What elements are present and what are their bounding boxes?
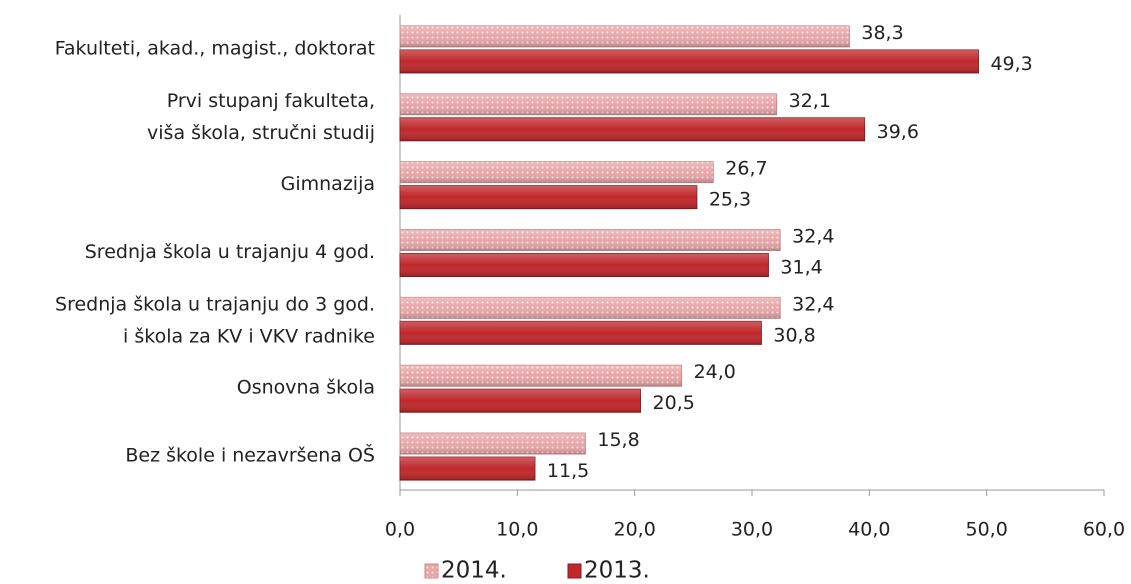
legend-swatch — [567, 563, 582, 579]
bar-shade — [400, 93, 777, 115]
legend-label: 2013. — [584, 558, 650, 584]
value-label: 38,3 — [861, 22, 903, 44]
category-label: Srednja škola u trajanju 4 god. — [85, 241, 375, 263]
category-label-line: viša škola, stručni studij — [147, 121, 375, 143]
value-label: 39,6 — [877, 121, 919, 143]
bar-shade — [400, 161, 714, 183]
value-label: 15,8 — [597, 429, 639, 451]
value-label: 20,5 — [653, 392, 695, 414]
category-label: Osnovna škola — [237, 377, 375, 399]
legend-label: 2014. — [441, 558, 507, 584]
category-label: Prvi stupanj fakulteta, viša škola, struč… — [147, 89, 375, 143]
bar-shade — [400, 321, 762, 345]
legend-swatch — [424, 563, 439, 579]
category-label: Fakulteti, akad., magist., doktorat — [55, 37, 375, 59]
x-tick-label: 20,0 — [614, 519, 656, 541]
bar-shade — [400, 297, 781, 319]
bar-shade — [400, 229, 781, 251]
x-tick-label: 50,0 — [966, 519, 1008, 541]
x-tick-label: 40,0 — [848, 519, 890, 541]
value-label: 49,3 — [990, 53, 1032, 75]
x-tick-label: 60,0 — [1083, 519, 1125, 541]
bar-shade — [400, 49, 979, 73]
value-label: 32,4 — [792, 226, 834, 248]
category-label: Srednja škola u trajanju do 3 god. i škol… — [55, 293, 375, 347]
bar-shade — [400, 117, 865, 141]
bar-shade — [400, 433, 586, 455]
value-label: 32,1 — [789, 90, 831, 112]
value-label: 11,5 — [547, 460, 589, 482]
category-label-line: Prvi stupanj fakulteta, — [167, 89, 375, 111]
value-label: 25,3 — [709, 189, 751, 211]
value-label: 30,8 — [773, 324, 815, 346]
bar-shade — [400, 365, 682, 387]
bar-shade — [400, 457, 535, 481]
value-label: 26,7 — [725, 158, 767, 180]
bar-shade — [400, 185, 697, 209]
value-label: 24,0 — [694, 361, 736, 383]
x-tick-label: 30,0 — [731, 519, 773, 541]
category-label-line: i škola za KV i VKV radnike — [123, 325, 375, 347]
bar-shade — [400, 253, 769, 277]
category-label-line: Srednja škola u trajanju do 3 god. — [55, 293, 375, 315]
x-tick-label: 10,0 — [496, 519, 538, 541]
value-label: 31,4 — [780, 257, 822, 279]
category-label: Gimnazija — [281, 173, 375, 195]
category-label: Bez škole i nezavršena OŠ — [125, 443, 375, 467]
value-label: 32,4 — [792, 293, 834, 315]
x-tick-label: 0,0 — [385, 519, 415, 541]
bar-shade — [400, 389, 641, 413]
bar-shade — [400, 25, 850, 47]
